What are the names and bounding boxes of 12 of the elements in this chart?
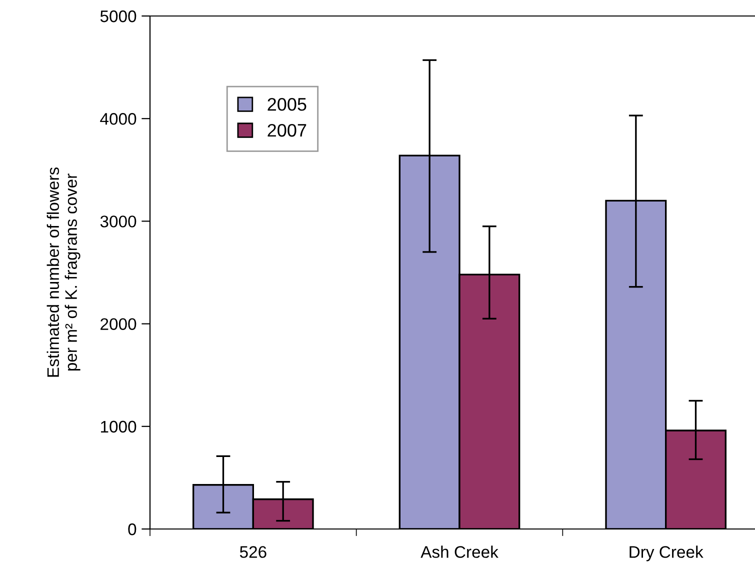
legend-label: 2007: [268, 124, 306, 137]
y-tick-label: 4000: [100, 113, 136, 125]
y-tick-label: 0: [128, 523, 136, 536]
y-axis-title: Estimated number of flowers per m² of K. fragrans cover: [46, 167, 80, 377]
y-tick-label: 5000: [100, 10, 136, 22]
y-tick-label: 2000: [100, 318, 136, 330]
x-tick-label: Ash Creek: [420, 546, 498, 558]
y-tick-label: 3000: [100, 216, 136, 228]
y-tick-label: 1000: [101, 420, 136, 433]
x-tick-label: 526: [240, 546, 266, 558]
legend-label: 2005: [268, 98, 306, 111]
x-tick-label: Dry Creek: [630, 546, 704, 562]
